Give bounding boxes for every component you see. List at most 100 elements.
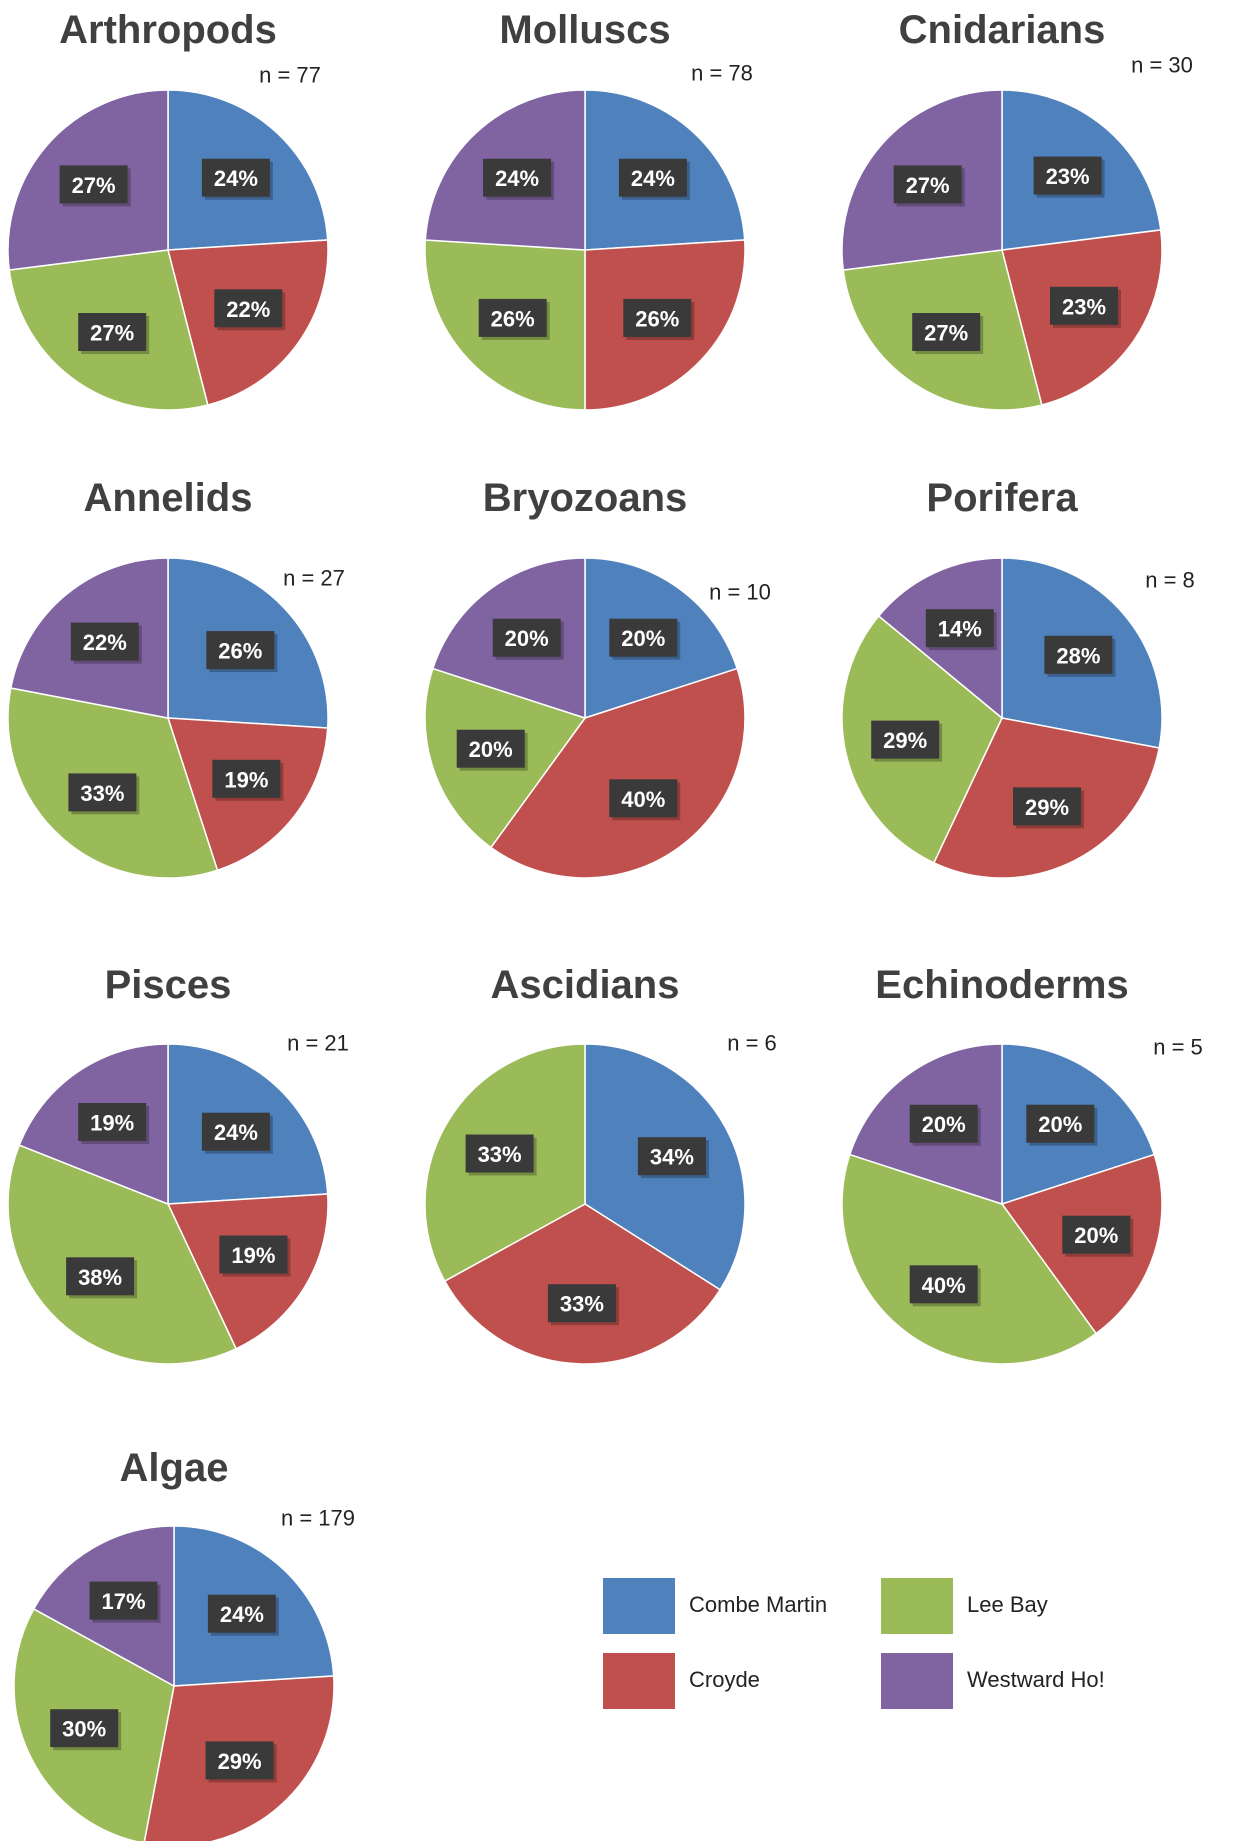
data-label-box (609, 618, 678, 657)
data-label-croyde: 20% (1062, 1215, 1134, 1257)
data-label-box (1050, 286, 1118, 325)
data-label-box (547, 1284, 616, 1323)
data-label-croyde: 19% (212, 759, 284, 801)
data-label-combe-martin: 20% (1026, 1104, 1098, 1146)
data-label-box (201, 158, 270, 197)
data-label-croyde: 26% (623, 298, 695, 340)
legend-swatch-combe-martin (603, 1578, 675, 1634)
data-label-westward-ho: 14% (925, 609, 997, 651)
data-label-text: 34% (650, 1145, 694, 1170)
data-label-box (618, 158, 687, 197)
data-label-box (1062, 1215, 1131, 1254)
data-label-box (68, 773, 137, 812)
data-label-text: 27% (90, 321, 134, 346)
data-label-text: 38% (78, 1265, 122, 1290)
chart-title-cnidarians: Cnidarians (899, 8, 1106, 52)
sample-size-echinoderms: n = 5 (1153, 1035, 1203, 1060)
pie-slice-croyde (489, 667, 746, 879)
data-label-text: 20% (1038, 1112, 1082, 1137)
legend-swatch-lee-bay (881, 1578, 953, 1634)
data-label-lee-bay: 26% (478, 298, 550, 340)
chart-title-ascidians: Ascidians (491, 963, 680, 1007)
data-label-croyde: 23% (1050, 286, 1121, 328)
data-label-croyde: 40% (609, 779, 681, 821)
data-label-combe-martin: 26% (206, 631, 278, 673)
data-label-text: 19% (224, 767, 268, 792)
data-label-box (206, 631, 275, 670)
pie-slice-lee-bay (7, 1144, 238, 1365)
data-label-text: 27% (924, 321, 968, 346)
data-label-text: 22% (83, 630, 127, 655)
sample-size-pisces: n = 21 (287, 1031, 349, 1056)
data-label-text: 29% (883, 728, 927, 753)
data-label-combe-martin: 28% (1044, 635, 1116, 677)
data-label-box (909, 1104, 978, 1143)
legend-label-combe-martin: Combe Martin (689, 1592, 828, 1617)
data-label-westward-ho: 19% (78, 1103, 150, 1144)
pie-chart-molluscs: Molluscs n = 78 24% 26% 26% 24% (424, 8, 753, 411)
data-label-text: 27% (906, 173, 950, 198)
data-label-lee-bay: 30% (50, 1709, 122, 1751)
pie-chart-pisces: Pisces n = 21 24% 19% 38% 19% (7, 963, 349, 1365)
data-label-box (66, 1257, 135, 1296)
data-label-box (59, 165, 128, 204)
data-label-text: 33% (80, 781, 124, 806)
legend-label-croyde: Croyde (689, 1667, 760, 1692)
pie-chart-algae: Algae n = 179 24% 29% 30% 17% (13, 1446, 355, 1841)
data-label-text: 30% (62, 1717, 106, 1742)
data-label-text: 26% (491, 306, 535, 331)
chart-title-molluscs: Molluscs (499, 8, 670, 52)
data-label-text: 29% (218, 1749, 262, 1774)
data-label-westward-ho: 27% (59, 165, 131, 207)
data-label-text: 24% (220, 1602, 264, 1627)
data-label-box (201, 1112, 270, 1151)
legend-swatch-westward-ho (881, 1653, 953, 1709)
data-label-lee-bay: 20% (456, 729, 528, 771)
chart-title-algae: Algae (120, 1446, 229, 1490)
data-label-westward-ho: 20% (909, 1104, 981, 1146)
data-label-box (637, 1137, 706, 1176)
data-label-box (212, 759, 281, 798)
data-label-combe-martin: 24% (201, 158, 273, 200)
data-label-text: 33% (478, 1142, 522, 1167)
data-label-westward-ho: 22% (70, 622, 142, 664)
data-label-text: 19% (90, 1111, 134, 1136)
chart-title-pisces: Pisces (105, 963, 232, 1007)
data-label-lee-bay: 33% (465, 1134, 537, 1176)
data-label-text: 20% (505, 626, 549, 651)
data-label-text: 23% (1046, 164, 1090, 189)
data-label-westward-ho: 20% (492, 618, 564, 660)
data-label-box (925, 609, 994, 648)
data-label-combe-martin: 23% (1033, 156, 1105, 198)
pie-chart-annelids: Annelids n = 27 26% 19% 33% 22% (7, 476, 345, 879)
data-label-box (219, 1235, 288, 1274)
data-label-text: 40% (922, 1273, 966, 1298)
data-label-westward-ho: 24% (483, 158, 555, 200)
data-label-box (70, 622, 139, 661)
data-label-box (456, 729, 525, 768)
data-label-box (871, 720, 940, 759)
data-label-text: 20% (469, 737, 513, 762)
pie-chart-bryozoans: Bryozoans n = 10 20% 40% 20% 20% (424, 476, 771, 879)
data-label-lee-bay: 29% (871, 720, 943, 762)
data-label-box (623, 298, 692, 337)
legend-label-lee-bay: Lee Bay (967, 1592, 1048, 1617)
data-label-text: 28% (1056, 643, 1100, 668)
data-label-text: 33% (560, 1292, 604, 1317)
data-label-combe-martin: 24% (618, 158, 690, 200)
data-label-box (465, 1134, 534, 1173)
data-label-text: 24% (631, 166, 675, 191)
data-label-box (205, 1741, 274, 1780)
sample-size-bryozoans: n = 10 (709, 580, 771, 605)
pie-chart-echinoderms: Echinoderms n = 5 20% 20% 40% 20% (841, 963, 1203, 1365)
data-label-lee-bay: 27% (78, 313, 150, 354)
chart-title-bryozoans: Bryozoans (483, 476, 688, 520)
data-label-box (492, 618, 561, 657)
data-label-box (609, 779, 678, 818)
sample-size-porifera: n = 8 (1145, 568, 1195, 593)
data-label-box (207, 1594, 276, 1633)
data-label-text: 40% (621, 787, 665, 812)
pie-slice-lee-bay (841, 1153, 1098, 1365)
data-label-box (1013, 787, 1081, 826)
